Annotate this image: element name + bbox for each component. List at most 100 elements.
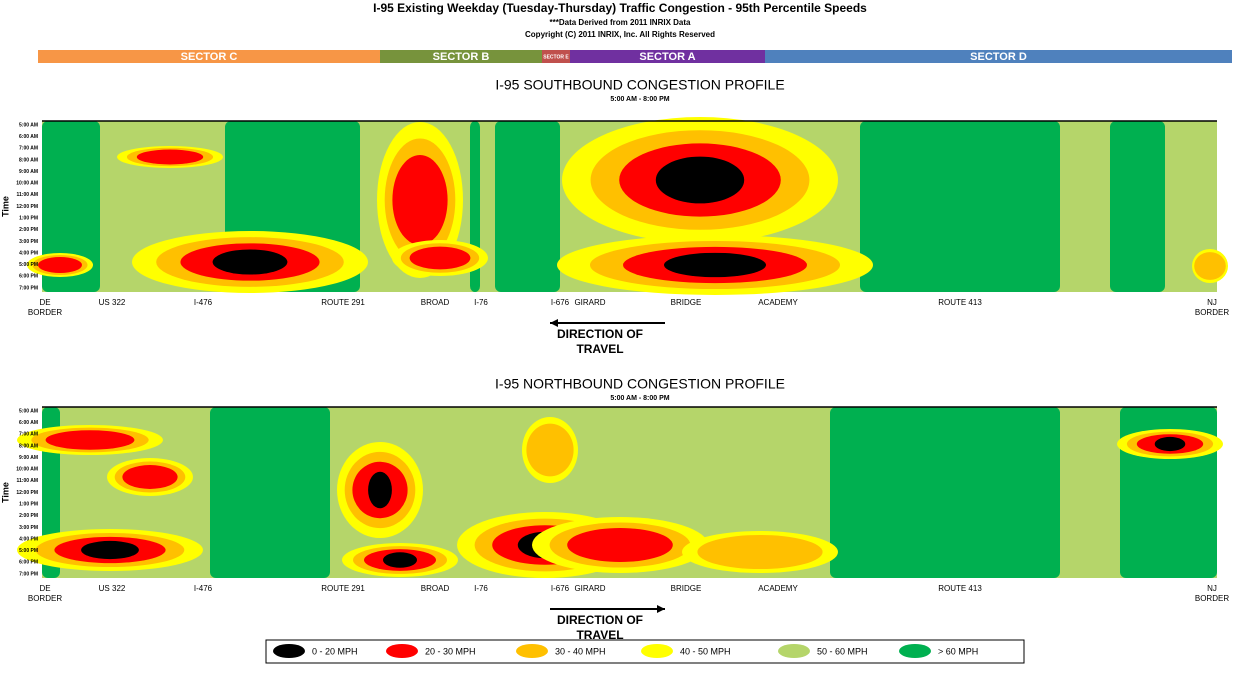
time-label: 7:00 PM xyxy=(19,285,38,291)
time-label: 12:00 PM xyxy=(16,204,38,210)
location-label: I-76 xyxy=(474,298,488,307)
time-label: 5:00 PM xyxy=(19,548,38,554)
location-label: BRIDGE xyxy=(671,298,702,307)
location-label: I-476 xyxy=(194,584,213,593)
congestion-area xyxy=(383,552,417,568)
legend-swatch xyxy=(386,644,418,658)
legend-label: 30 - 40 MPH xyxy=(555,646,606,656)
location-label: US 322 xyxy=(99,298,126,307)
time-label: 4:00 PM xyxy=(19,250,38,256)
location-label: BORDER xyxy=(1195,594,1229,603)
legend-swatch xyxy=(273,644,305,658)
congestion-area xyxy=(1154,436,1186,452)
time-label: 4:00 PM xyxy=(19,536,38,542)
time-label: 5:00 PM xyxy=(19,262,38,268)
congestion-area xyxy=(368,471,392,509)
location-label: BRIDGE xyxy=(671,584,702,593)
congestion-area xyxy=(655,156,745,204)
time-label: 1:00 PM xyxy=(19,215,38,221)
location-label: BROAD xyxy=(421,298,450,307)
location-label: ACADEMY xyxy=(758,584,798,593)
location-label: DE xyxy=(39,584,50,593)
time-label: 1:00 PM xyxy=(19,501,38,507)
legend-swatch xyxy=(516,644,548,658)
location-label: ROUTE 413 xyxy=(938,298,982,307)
sector-band xyxy=(570,50,765,63)
title: I-95 Existing Weekday (Tuesday-Thursday)… xyxy=(373,1,867,15)
time-label: 6:00 AM xyxy=(19,134,38,140)
sector-label: SECTOR A xyxy=(639,51,695,63)
time-label: 7:00 PM xyxy=(19,571,38,577)
congestion-area xyxy=(38,256,82,274)
congestion-area xyxy=(212,249,288,275)
location-label: BORDER xyxy=(28,308,62,317)
time-label: 10:00 AM xyxy=(16,467,38,473)
time-label: 11:00 AM xyxy=(17,478,39,484)
location-label: NJ xyxy=(1207,298,1217,307)
time-label: 9:00 AM xyxy=(19,455,38,461)
location-label: I-76 xyxy=(474,584,488,593)
location-label: ACADEMY xyxy=(758,298,798,307)
location-label: US 322 xyxy=(99,584,126,593)
fast-zone xyxy=(860,121,1060,292)
location-label: NJ xyxy=(1207,584,1217,593)
sector-band xyxy=(542,50,570,63)
time-label: 8:00 AM xyxy=(19,443,38,449)
legend-label: 40 - 50 MPH xyxy=(680,646,731,656)
time-label: 7:00 AM xyxy=(19,146,38,152)
time-axis-title: Time xyxy=(0,196,10,217)
location-label: I-476 xyxy=(194,298,213,307)
heatmap xyxy=(17,407,1223,578)
direction-label: TRAVEL xyxy=(576,628,623,642)
congestion-area xyxy=(392,155,448,245)
legend-swatch xyxy=(778,644,810,658)
time-label: 6:00 PM xyxy=(19,560,38,566)
time-label: 11:00 AM xyxy=(17,192,39,198)
direction-label: DIRECTION OF xyxy=(557,327,643,341)
fast-zone xyxy=(1110,121,1165,292)
time-label: 5:00 AM xyxy=(19,122,38,128)
location-label: I-676 xyxy=(551,298,570,307)
congestion-area xyxy=(526,423,574,477)
sector-label: SECTOR E xyxy=(543,54,569,60)
time-label: 2:00 PM xyxy=(19,227,38,233)
time-label: 6:00 AM xyxy=(19,420,38,426)
time-label: 3:00 PM xyxy=(19,525,38,531)
congestion-area xyxy=(697,534,823,570)
location-label: GIRARD xyxy=(574,298,605,307)
fast-zone xyxy=(495,121,560,292)
time-label: 2:00 PM xyxy=(19,513,38,519)
sector-band xyxy=(38,50,380,63)
congestion-area xyxy=(136,149,204,165)
direction-label: TRAVEL xyxy=(576,342,623,356)
panel-title: I-95 NORTHBOUND CONGESTION PROFILE xyxy=(495,376,785,392)
sector-band xyxy=(380,50,542,63)
legend-swatch xyxy=(641,644,673,658)
location-label: DE xyxy=(39,298,50,307)
congestion-area xyxy=(122,465,178,489)
fast-zone xyxy=(210,407,330,578)
time-label: 10:00 AM xyxy=(16,181,38,187)
congestion-area xyxy=(664,252,766,278)
note: ***Data Derived from 2011 INRIX Data xyxy=(550,18,692,27)
arrow-head xyxy=(657,605,665,613)
location-label: I-676 xyxy=(551,584,570,593)
sector-label: SECTOR C xyxy=(181,51,238,63)
location-label: ROUTE 291 xyxy=(321,298,365,307)
time-label: 9:00 AM xyxy=(19,169,38,175)
congestion-area xyxy=(1194,252,1226,280)
fast-zone xyxy=(42,121,100,292)
legend-label: 50 - 60 MPH xyxy=(817,646,868,656)
time-label: 8:00 AM xyxy=(19,157,38,163)
copyright: Copyright (C) 2011 INRIX, Inc. All Right… xyxy=(525,30,715,39)
sector-band xyxy=(765,50,1232,63)
heatmap xyxy=(27,117,1228,295)
time-axis-title: Time xyxy=(0,482,10,503)
location-label: ROUTE 291 xyxy=(321,584,365,593)
time-label: 6:00 PM xyxy=(19,274,38,280)
panel-title: I-95 SOUTHBOUND CONGESTION PROFILE xyxy=(495,77,784,93)
time-label: 5:00 AM xyxy=(19,408,38,414)
location-label: BORDER xyxy=(28,594,62,603)
legend-label: 0 - 20 MPH xyxy=(312,646,358,656)
location-label: BORDER xyxy=(1195,308,1229,317)
